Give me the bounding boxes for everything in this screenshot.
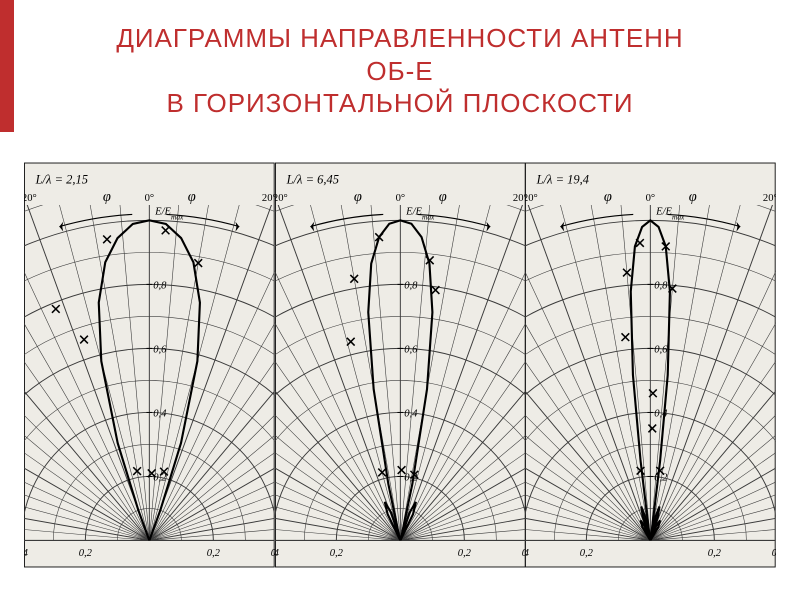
svg-text:0,2: 0,2 [207, 548, 221, 559]
svg-text:0,6: 0,6 [404, 344, 418, 355]
svg-text:20°: 20° [275, 193, 288, 204]
polar-panel-1: 0°20°20°φφE/Emax0,20,40,60,80,40,20,20,4… [275, 148, 526, 582]
svg-text:0,2: 0,2 [457, 548, 471, 559]
svg-text:0,2: 0,2 [329, 548, 343, 559]
svg-text:0,8: 0,8 [404, 280, 418, 291]
svg-text:20°: 20° [513, 193, 526, 204]
svg-text:φ: φ [438, 189, 446, 205]
title-line-2: ОБ-Е [40, 55, 760, 88]
svg-text:0,6: 0,6 [153, 344, 167, 355]
title-line-3: В ГОРИЗОНТАЛЬНОЙ ПЛОСКОСТИ [40, 87, 760, 120]
polar-panel-0: 0°20°20°φφE/Emax0,20,40,60,80,40,20,20,4… [24, 148, 275, 582]
svg-text:0,6: 0,6 [655, 344, 669, 355]
svg-text:φ: φ [188, 189, 196, 205]
page-title: ДИАГРАММЫ НАПРАВЛЕННОСТИ АНТЕНН ОБ-Е В Г… [40, 22, 760, 120]
svg-text:L/λ = 2,15: L/λ = 2,15 [35, 173, 88, 187]
svg-text:φ: φ [689, 189, 697, 205]
svg-text:φ: φ [604, 189, 612, 205]
charts-row: 0°20°20°φφE/Emax0,20,40,60,80,40,20,20,4… [24, 148, 776, 582]
svg-text:0,4: 0,4 [772, 548, 776, 559]
svg-text:0,2: 0,2 [153, 472, 167, 483]
svg-text:0°: 0° [646, 193, 656, 204]
svg-text:φ: φ [354, 189, 362, 205]
svg-text:φ: φ [103, 189, 111, 205]
accent-bar [0, 0, 14, 132]
svg-text:0,2: 0,2 [580, 548, 594, 559]
svg-text:0,4: 0,4 [275, 548, 280, 559]
polar-panel-2: 0°20°20°φφE/Emax0,20,40,60,80,40,20,20,4… [525, 148, 776, 582]
svg-text:20°: 20° [24, 193, 37, 204]
svg-text:0°: 0° [395, 193, 405, 204]
svg-text:0,4: 0,4 [404, 408, 418, 419]
svg-text:20°: 20° [763, 193, 776, 204]
svg-text:L/λ = 6,45: L/λ = 6,45 [285, 173, 338, 187]
svg-text:0,2: 0,2 [708, 548, 722, 559]
svg-text:0,4: 0,4 [655, 408, 669, 419]
svg-text:0,8: 0,8 [153, 280, 167, 291]
svg-text:0,4: 0,4 [525, 548, 530, 559]
svg-text:0,2: 0,2 [79, 548, 93, 559]
title-line-1: ДИАГРАММЫ НАПРАВЛЕННОСТИ АНТЕНН [40, 22, 760, 55]
svg-text:0,4: 0,4 [24, 548, 29, 559]
svg-text:L/λ = 19,4: L/λ = 19,4 [536, 173, 589, 187]
svg-text:0,8: 0,8 [655, 280, 669, 291]
svg-text:0,4: 0,4 [153, 408, 167, 419]
svg-text:0°: 0° [145, 193, 155, 204]
svg-text:20°: 20° [525, 193, 538, 204]
svg-text:20°: 20° [262, 193, 275, 204]
